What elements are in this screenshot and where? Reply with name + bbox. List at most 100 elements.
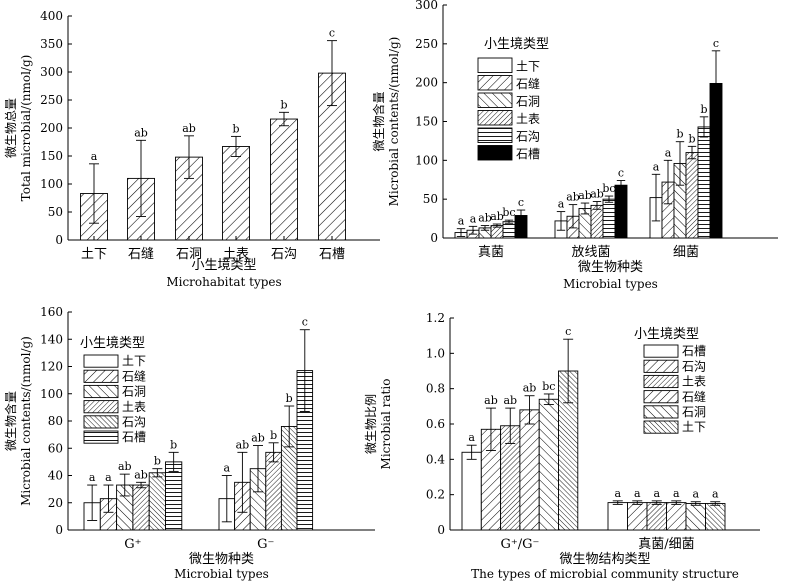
y-tick-label-a: 200 [40,121,63,135]
legend-swatch-d [643,405,679,419]
y-tick-label-b: 150 [415,115,438,129]
y-tick-label-c: 20 [48,496,63,510]
significance-letter-c: ab [118,460,132,473]
y-tick-label-c: 140 [40,332,63,346]
legend-swatch-c [83,400,119,414]
legend-swatch-c [83,430,119,444]
legend-label-c: 石沟 [122,415,146,429]
x-tick-label-d: 真菌/细菌 [638,537,694,552]
y-tick-label-a: 150 [40,149,63,163]
y-tick-label-d: 0.6 [426,417,445,431]
x-axis-label-en-d: The types of microbial community structu… [471,567,739,581]
y-axis-label-cn-c: 微生物含量 [3,391,18,451]
y-axis-label-cn-d: 微生物比例 [364,394,378,454]
significance-letter-b: a [665,146,672,159]
legend-swatch-c [83,384,119,399]
y-tick-label-c: 80 [48,414,63,428]
legend-label-d: 石槽 [682,344,706,358]
bar-b [590,204,604,239]
x-tick-label-c: G⁻ [257,537,274,552]
y-tick-label-b: 100 [415,153,438,167]
legend-swatch-c [83,369,119,383]
legend-title-c: 小生境类型 [80,336,145,351]
legend-label-c: 石槽 [122,430,146,444]
significance-letter-b: ab [590,187,604,200]
x-axis-label-cn-a: 小生境类型 [191,258,256,273]
x-tick-label-b: 真菌 [478,245,504,260]
legend-swatch-c [83,354,119,368]
bar-b [502,221,516,239]
legend-label-b: 石沟 [516,130,540,144]
x-tick-label-a: 土表 [223,247,249,262]
significance-letter-a: c [329,27,335,40]
y-tick-label-a: 300 [40,65,63,79]
legend-label-c: 石缝 [122,368,146,383]
significance-letter-c: a [224,462,231,475]
legend-label-b: 土下 [516,60,540,74]
legend-swatch-c [83,415,119,429]
significance-letter-b: ab [578,189,592,202]
significance-letter-c: a [89,471,96,484]
legend-swatch-d [643,420,679,434]
bar-d [666,502,687,531]
significance-letter-a: ab [134,126,148,139]
bar-d [627,502,648,531]
significance-letter-b: ab [490,210,504,223]
significance-letter-a: b [280,98,287,111]
legend-swatch-b [477,127,513,143]
y-tick-label-c: 60 [48,441,63,455]
bar-d [705,503,726,531]
y-axis-label-en-a: Total microbial/(nmol/g) [19,55,33,202]
x-tick-label-a: 石槽 [319,247,345,262]
legend-swatch-d [643,390,679,404]
significance-letter-d: a [468,431,475,444]
significance-letter-c: ab [251,432,265,445]
legend-label-b: 石槽 [516,147,540,161]
y-tick-label-b: 250 [415,37,438,51]
legend-label-d: 土表 [682,375,706,389]
x-axis-label-en-c: Microbial types [174,567,269,581]
x-tick-label-c: G⁺ [124,537,141,552]
significance-letter-b: ab [478,212,492,225]
significance-letter-a: b [232,122,239,135]
x-tick-label-a: 石沟 [271,247,297,262]
significance-letter-d: a [614,487,621,500]
legend-swatch-d [643,374,679,389]
significance-letter-a: ab [182,122,196,135]
x-axis-label-cn-d: 微生物结构类型 [559,552,650,567]
significance-letter-c: a [105,471,112,484]
significance-letter-c: ab [236,438,250,451]
significance-letter-b: bc [502,206,515,219]
y-axis-label-cn-a: 微生物总量 [4,98,18,158]
significance-letter-d: c [565,325,571,338]
bar-b [697,126,711,239]
y-tick-label-c: 40 [48,469,63,483]
y-tick-label-c: 160 [40,305,63,319]
y-axis-label-en-d: Microbial ratio [379,379,393,470]
bar-c [148,472,166,531]
y-tick-label-c: 120 [40,360,63,374]
legend-label-b: 石缝 [516,76,540,91]
significance-letter-b: a [558,198,565,211]
y-axis-label-en-b: Microbial contents/(nmol/g) [387,37,401,207]
y-tick-label-a: 250 [40,93,63,107]
y-tick-label-d: 0 [437,523,445,537]
significance-letter-b: c [518,196,524,209]
x-tick-label-a: 石缝 [128,247,154,262]
y-tick-label-a: 50 [48,205,63,219]
x-tick-label-a: 石洞 [176,247,202,262]
y-tick-label-d: 0.2 [426,488,445,502]
significance-letter-d: a [653,487,660,500]
x-axis-label-cn-c: 微生物种类 [189,552,254,567]
y-axis-label-cn-b: 微生物含量 [371,91,386,151]
legend-swatch-b [477,57,513,73]
x-tick-label-b: 放线菌 [571,245,610,260]
legend-label-c: 石洞 [122,385,146,399]
significance-letter-c: b [170,438,177,451]
y-tick-label-d: 1.0 [426,346,445,360]
legend-title-b: 小生境类型 [484,37,549,52]
significance-letter-d: a [673,487,680,500]
x-tick-label-d: G⁺/G⁻ [500,537,539,552]
legend-label-c: 土表 [122,400,146,414]
significance-letter-d: ab [523,382,537,395]
